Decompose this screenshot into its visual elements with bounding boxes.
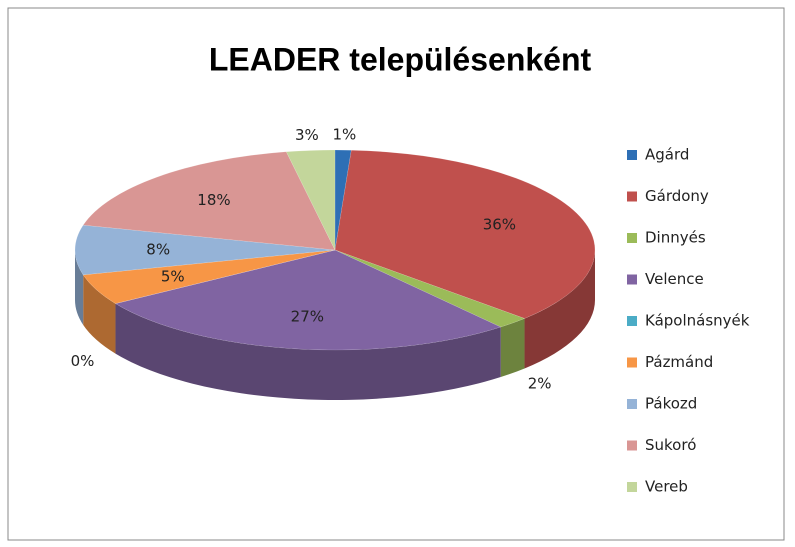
slice: [285, 149, 336, 251]
slice: [74, 224, 336, 276]
legend-swatch: [627, 482, 637, 492]
data-label: 3%: [295, 126, 319, 144]
legend-swatch: [627, 399, 637, 409]
legend-swatch: [627, 150, 637, 160]
legend-label: Velence: [645, 270, 704, 288]
slice: [115, 249, 336, 304]
data-label: 5%: [161, 268, 185, 286]
data-label: 18%: [197, 191, 230, 209]
legend-swatch: [627, 191, 637, 202]
slice-side: [115, 303, 501, 400]
legend-label: Gárdony: [645, 187, 709, 205]
legend-label: Agárd: [645, 146, 689, 164]
slice-side: [83, 274, 116, 354]
slice-side: [524, 250, 595, 369]
legend-swatch: [627, 274, 637, 285]
legend-label: Vereb: [645, 478, 688, 496]
legend-label: Pákozd: [645, 395, 697, 413]
data-label: 27%: [291, 308, 324, 326]
data-label: 2%: [528, 374, 552, 392]
legend-label: Pázmánd: [645, 353, 713, 371]
slice: [334, 149, 352, 251]
slice: [114, 249, 502, 351]
slice: [82, 249, 336, 304]
data-label: 0%: [71, 352, 95, 370]
slice-side: [75, 250, 84, 325]
slice: [334, 149, 596, 319]
slice: [82, 151, 336, 251]
slice-side: [500, 318, 525, 378]
chart-title: LEADER településenként: [209, 41, 592, 77]
data-label: 8%: [146, 241, 170, 259]
data-label: 1%: [332, 126, 356, 144]
legend-swatch: [627, 316, 637, 326]
data-label: 36%: [483, 215, 516, 233]
slice: [334, 249, 526, 328]
legend-label: Dinnyés: [645, 229, 706, 247]
legend-label: Kápolnásnyék: [645, 312, 750, 330]
legend-label: Sukoró: [645, 436, 696, 454]
legend-swatch: [627, 233, 637, 243]
legend-swatch: [627, 357, 637, 368]
legend-swatch: [627, 440, 637, 451]
